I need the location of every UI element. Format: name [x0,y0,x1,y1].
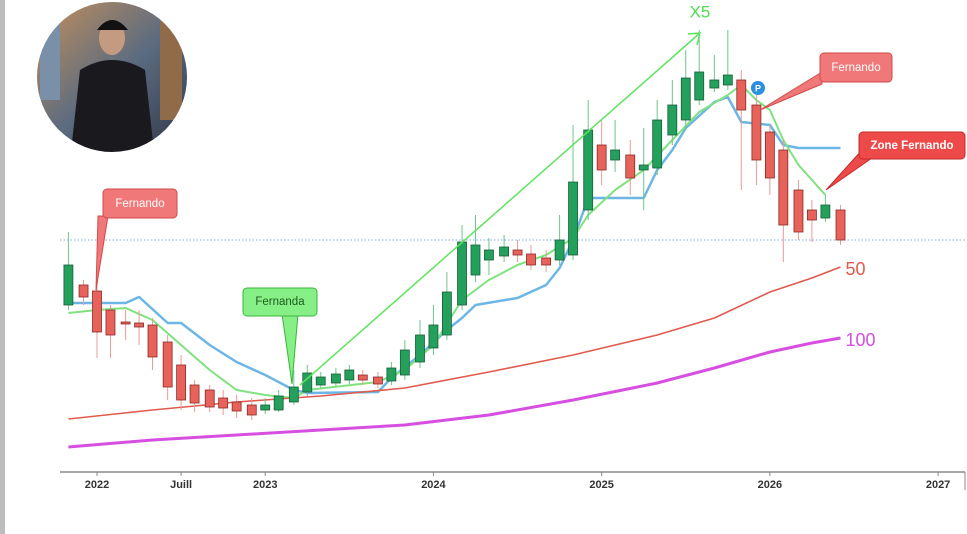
candle-body [512,249,523,256]
candle-body [457,241,467,306]
candle-body [694,71,705,101]
callout [242,287,318,385]
candle-body [386,367,397,382]
candle-body [596,144,607,171]
series-label: 100 [846,330,876,350]
candle-body [344,369,355,381]
candle-body [499,246,509,257]
candle-body [330,373,341,384]
ma-line [68,84,827,399]
candle-body [78,284,89,298]
candle-body [260,404,271,411]
frame-edge [0,0,5,534]
candle-body [288,386,299,403]
candle-body [751,104,762,161]
x-tick-label: Juill [170,479,192,491]
trend-label: X5 [690,2,711,21]
marker-label: P [755,83,761,93]
candle-body [807,209,817,221]
candle-body [373,376,383,385]
plot-area: 2022 Juill 2023 2024 2025 2026 2027 [60,30,966,491]
candle-body [231,401,242,412]
avatar [36,1,188,153]
callout [759,52,893,111]
candle-body [63,264,74,306]
candle-body [526,253,536,266]
candle-body [204,389,215,408]
candle-body [92,290,102,333]
callout [95,188,178,291]
ma-line [68,95,841,395]
candle-body [189,384,200,404]
candle-body [667,104,678,136]
marker [751,81,765,95]
x-tick-label: 2024 [421,479,446,491]
candle-body [568,181,578,256]
candle-body [680,77,691,121]
candle-body [105,309,116,336]
x-tick-label: 2022 [85,479,109,491]
candle-body [470,244,481,276]
callout [825,131,966,191]
x-tick-label: 2025 [589,479,613,491]
trend-arrow [299,32,701,386]
candle-body [120,321,131,325]
x-tick-label: 2026 [758,479,782,491]
callout-label: Fernando [115,198,164,210]
candle-body [162,341,173,388]
candle-body [176,364,187,401]
candle-body [441,291,452,336]
candle-body [764,131,775,179]
candle-body [415,334,425,363]
candle-body [652,119,663,169]
candle-body [357,374,368,381]
candle-body [793,189,804,233]
candle-body [835,209,846,241]
callout-label: Fernanda [255,296,305,308]
candle-body [484,249,494,261]
x-tick-label: 2023 [253,479,277,491]
callout-label: Zone Fernando [870,140,953,152]
candle-body [638,164,649,171]
candle-body [554,239,565,261]
candle-body [583,129,594,211]
candle-body [246,404,257,416]
callout-label: Fernando [831,62,880,74]
candle-body [541,257,552,266]
candle-body [315,376,326,386]
candle-body [778,149,789,226]
candle-body [610,149,621,161]
candle-body [428,324,439,349]
ma-line [68,336,841,449]
series-label: 50 [846,259,866,279]
candle-body [399,349,410,376]
candle-body [147,324,158,358]
candle-body [134,322,144,328]
candle-body [820,204,831,219]
candle-body [273,395,284,411]
x-tick-label: 2027 [926,479,950,491]
candle-body [736,79,747,111]
candle-body [218,397,229,409]
candle-body [625,154,636,179]
candle-body [722,74,733,86]
avatar-border [35,0,189,154]
candle-body [709,79,720,89]
